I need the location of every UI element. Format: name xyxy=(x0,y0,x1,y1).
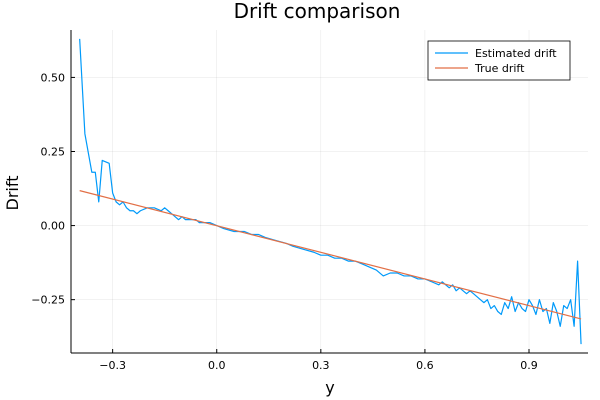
x-tick-label: 0.6 xyxy=(416,359,434,372)
series-line-true-drift xyxy=(79,190,582,320)
y-tick-label: −0.25 xyxy=(31,294,65,307)
series-lines xyxy=(79,38,582,345)
y-tick-label: 0.50 xyxy=(41,71,66,84)
grid xyxy=(71,30,588,353)
y-tick-label: 0.00 xyxy=(41,220,66,233)
legend-box xyxy=(427,40,571,81)
legend: Estimated drift True drift xyxy=(427,40,571,81)
chart-title: Drift comparison xyxy=(234,0,401,23)
x-tick-label: 0.3 xyxy=(312,359,330,372)
x-axis-label: y xyxy=(325,378,334,397)
legend-label: True drift xyxy=(474,62,525,75)
series-line-estimated-drift xyxy=(79,38,582,345)
x-tick-label: 0.9 xyxy=(520,359,538,372)
legend-label: Estimated drift xyxy=(475,47,557,60)
x-tick-label: 0.0 xyxy=(208,359,226,372)
y-axis-label: Drift xyxy=(3,176,22,211)
y-tick-label: 0.25 xyxy=(41,145,66,158)
tick-labels: −0.3 0.0 0.3 0.6 0.9 0.50 0.25 0.00 −0.25 xyxy=(31,71,537,372)
x-tick-label: −0.3 xyxy=(99,359,126,372)
